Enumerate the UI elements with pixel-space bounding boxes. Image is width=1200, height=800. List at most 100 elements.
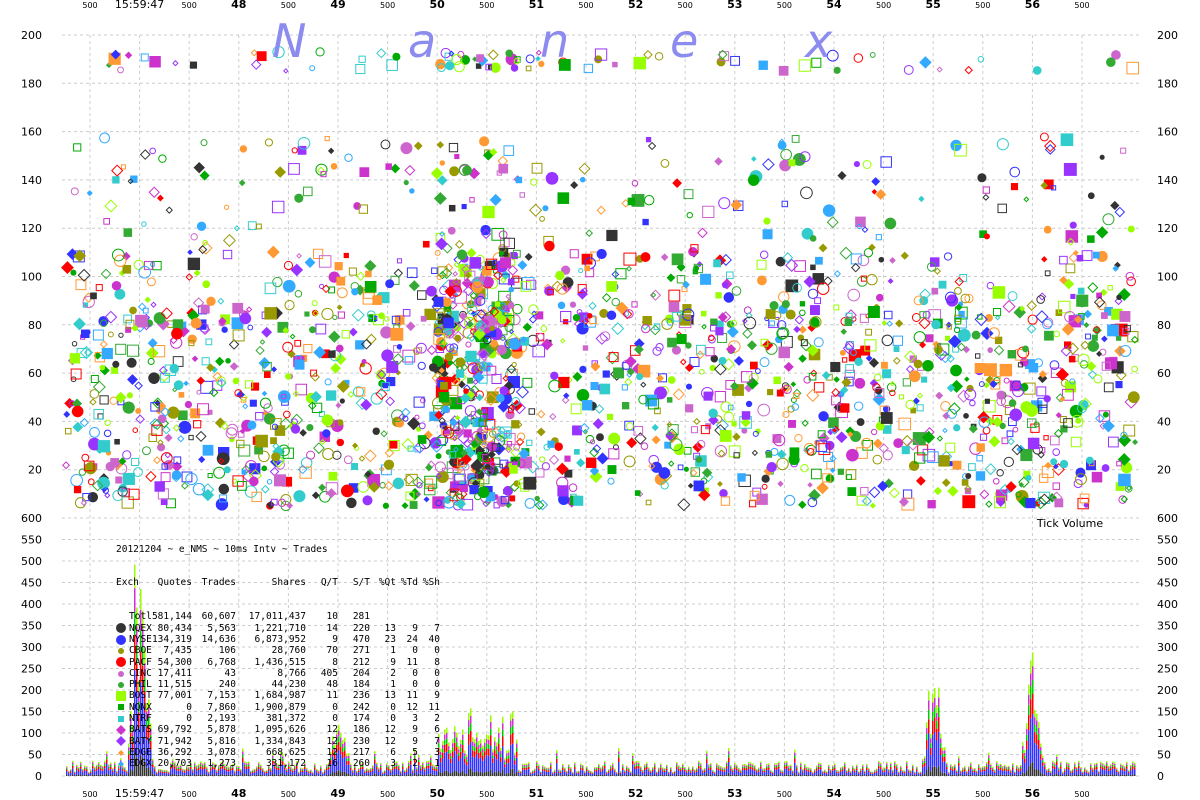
- trade-marker: [884, 310, 893, 320]
- trade-marker: [126, 357, 137, 368]
- volume-bar: [134, 564, 136, 589]
- trade-marker: [266, 245, 280, 259]
- trade-marker: [1127, 391, 1140, 404]
- trade-marker: [451, 54, 463, 66]
- trade-marker: [454, 473, 466, 486]
- volume-bar: [774, 766, 776, 768]
- trade-marker: [122, 472, 135, 485]
- trade-marker: [318, 483, 327, 492]
- trade-marker: [1027, 437, 1040, 450]
- trade-marker: [475, 393, 484, 402]
- volume-bar: [86, 768, 88, 770]
- volume-bar: [712, 771, 714, 772]
- volume-bar: [570, 775, 572, 776]
- volume-bar: [722, 767, 724, 769]
- trade-marker: [667, 337, 677, 348]
- volume-bar: [598, 763, 600, 766]
- trade-marker: [400, 142, 413, 155]
- trade-marker: [922, 310, 931, 319]
- volume-bar: [778, 768, 780, 775]
- trade-marker: [463, 388, 469, 394]
- trade-marker: [818, 243, 828, 253]
- volume-bar: [440, 762, 442, 773]
- volume-bar: [768, 766, 770, 768]
- volume-bar: [696, 769, 698, 771]
- trade-marker: [713, 259, 722, 268]
- trade-marker: [247, 420, 257, 430]
- trade-marker: [142, 307, 149, 314]
- trade-marker: [918, 195, 925, 203]
- volume-bar: [464, 753, 466, 757]
- volume-bar: [588, 771, 590, 772]
- trade-marker: [979, 433, 988, 441]
- volume-bar: [724, 767, 726, 769]
- trade-marker: [1044, 330, 1054, 341]
- trade-marker: [1001, 437, 1009, 445]
- volume-bar: [150, 729, 152, 736]
- x-tick-label: 500: [479, 790, 494, 799]
- volume-bar: [746, 767, 748, 769]
- volume-bar: [766, 766, 768, 769]
- volume-bar: [662, 775, 664, 776]
- trade-marker: [723, 411, 735, 423]
- volume-bar: [642, 772, 644, 776]
- volume-bar: [484, 742, 486, 748]
- volume-bar: [454, 751, 456, 771]
- volume-bar: [796, 767, 798, 769]
- volume-bar: [150, 749, 152, 771]
- trade-marker: [414, 445, 422, 453]
- trade-marker: [671, 345, 682, 355]
- trade-marker: [868, 486, 881, 499]
- trade-marker: [740, 371, 753, 383]
- volume-bar: [464, 756, 466, 759]
- x-tick-label: 500: [975, 1, 990, 10]
- trade-marker: [742, 318, 748, 324]
- volume-bar: [626, 774, 628, 776]
- trade-marker: [438, 270, 447, 280]
- volume-bar: [702, 769, 704, 771]
- trade-marker: [205, 338, 213, 346]
- trade-marker: [251, 382, 260, 391]
- trade-marker: [758, 60, 768, 70]
- trade-marker: [448, 142, 459, 153]
- volume-bar: [776, 766, 778, 768]
- trade-marker: [844, 318, 853, 327]
- trade-marker: [1003, 377, 1010, 384]
- trade-marker: [800, 463, 809, 473]
- x-tick-label: 52: [628, 787, 643, 800]
- volume-bar: [610, 768, 612, 771]
- volume-bar: [732, 772, 734, 776]
- trade-marker: [167, 406, 180, 419]
- trade-marker: [940, 400, 951, 412]
- volume-bar: [82, 771, 84, 773]
- volume-bar: [618, 751, 620, 755]
- volume-bar: [98, 765, 100, 767]
- volume-bar: [804, 766, 806, 768]
- volume-bar: [80, 768, 82, 775]
- volume-bar: [528, 774, 530, 776]
- trade-marker: [625, 422, 634, 431]
- trade-marker: [460, 55, 471, 65]
- trade-marker: [1009, 408, 1023, 422]
- volume-bar: [868, 770, 870, 773]
- trade-marker: [328, 350, 336, 358]
- volume-bar: [846, 770, 848, 772]
- trade-marker: [490, 339, 499, 348]
- trade-marker: [245, 306, 253, 313]
- trade-marker: [529, 203, 543, 217]
- volume-bar: [784, 761, 786, 764]
- trade-marker: [1076, 403, 1087, 414]
- volume-bar: [850, 772, 852, 773]
- volume-bar: [582, 764, 584, 766]
- trade-marker: [264, 282, 277, 295]
- trade-marker: [221, 326, 228, 333]
- volume-bar: [98, 766, 100, 769]
- trade-marker: [781, 300, 790, 309]
- trade-marker: [693, 417, 701, 425]
- trade-marker: [112, 176, 120, 184]
- volume-bar: [712, 772, 714, 776]
- volume-bar: [112, 768, 114, 770]
- volume-bar: [588, 772, 590, 776]
- volume-bar: [832, 766, 834, 768]
- volume-bar: [452, 743, 454, 748]
